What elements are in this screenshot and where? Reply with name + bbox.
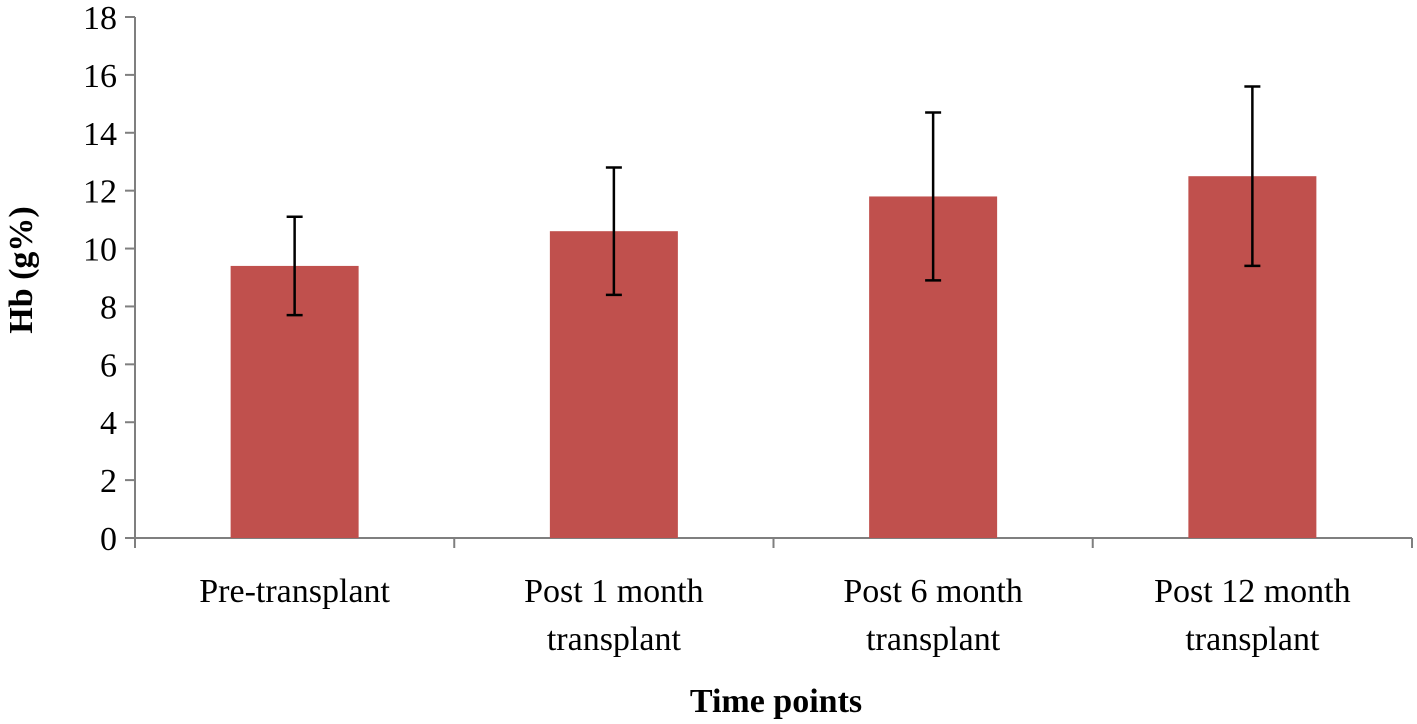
y-axis-title: Hb (g%) [3, 206, 40, 334]
category-label-line: transplant [866, 621, 1001, 658]
y-tick-label: 6 [100, 347, 117, 384]
y-tick-label: 0 [100, 521, 117, 558]
category-label-line: transplant [1185, 621, 1320, 658]
y-tick-label: 16 [83, 58, 117, 95]
category-labels: Pre-transplant Post 1 month transplantPost… [199, 573, 1350, 658]
category-label: Pre-transplant [199, 573, 390, 610]
y-tick-label: 12 [83, 174, 117, 211]
y-axis: 0 2 4 6 8 10 12 14 16 18 [83, 0, 136, 558]
category-label-line: Post 6 month [843, 573, 1022, 610]
category-label-line: Post 1 month [524, 573, 703, 610]
category-label: Post 1 month transplant [524, 573, 703, 658]
category-label-line: Post 12 month [1154, 573, 1350, 610]
error-bars [286, 85, 1261, 317]
y-tick-label: 18 [83, 0, 117, 37]
category-label: Post 12 month transplant [1154, 573, 1350, 658]
x-axis [134, 537, 1413, 548]
category-label-line: Pre-transplant [199, 573, 390, 610]
y-tick-label: 10 [83, 232, 117, 269]
bars [230, 176, 1317, 538]
y-tick-label: 2 [100, 463, 117, 500]
category-label-line: transplant [547, 621, 682, 658]
y-tick-label: 14 [83, 116, 117, 153]
y-tick-label: 8 [100, 289, 117, 326]
category-label: Post 6 month transplant [843, 573, 1022, 658]
y-tick-label: 4 [100, 405, 117, 442]
x-axis-title: Time points [690, 683, 862, 720]
